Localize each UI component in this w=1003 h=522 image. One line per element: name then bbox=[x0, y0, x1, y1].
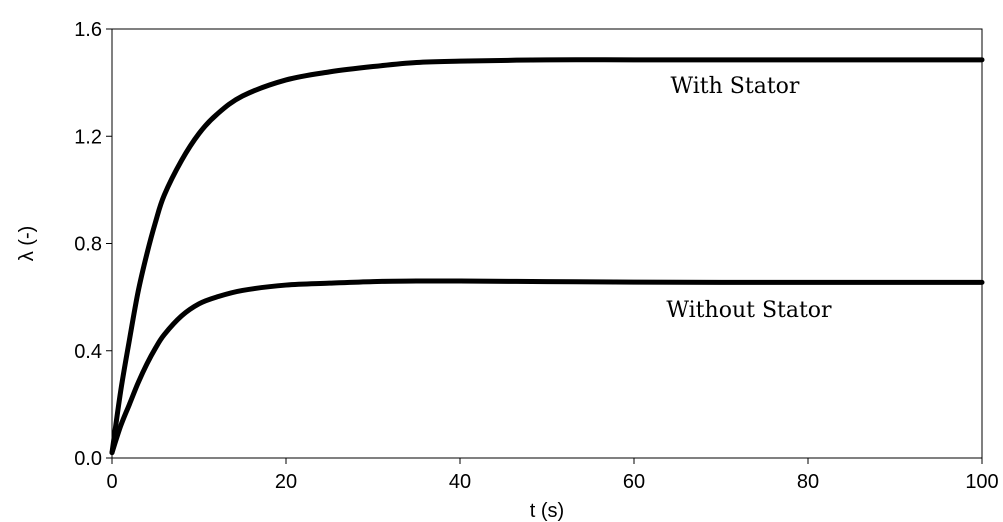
y-tick-label: 0.8 bbox=[74, 234, 102, 256]
plot-area: With Stator Without Stator bbox=[109, 28, 985, 459]
x-tick-label: 40 bbox=[449, 471, 471, 493]
x-tick-label: 60 bbox=[623, 471, 645, 493]
series-annotation-without-stator: Without Stator bbox=[666, 298, 832, 323]
x-axis: 0 20 40 60 80 100 bbox=[106, 458, 999, 493]
series-annotation-with-stator: With Stator bbox=[671, 74, 800, 99]
x-axis-label: t (s) bbox=[530, 500, 564, 522]
series-line-with-stator bbox=[109, 57, 985, 456]
series-layer bbox=[109, 57, 985, 456]
y-tick-label: 0.0 bbox=[74, 448, 102, 470]
y-axis-label: λ (-) bbox=[16, 226, 38, 262]
x-tick-label: 80 bbox=[797, 471, 819, 493]
y-tick-label: 1.2 bbox=[74, 126, 102, 148]
annotation-layer: With Stator Without Stator bbox=[666, 74, 832, 323]
x-tick-label: 20 bbox=[275, 471, 297, 493]
x-tick-label: 0 bbox=[106, 471, 117, 493]
y-axis: 0.0 0.4 0.8 1.2 1.6 bbox=[74, 19, 112, 470]
x-tick-label: 100 bbox=[965, 471, 998, 493]
series-line-without-stator bbox=[109, 278, 985, 456]
y-tick-label: 0.4 bbox=[74, 341, 102, 363]
y-tick-label: 1.6 bbox=[74, 19, 102, 41]
